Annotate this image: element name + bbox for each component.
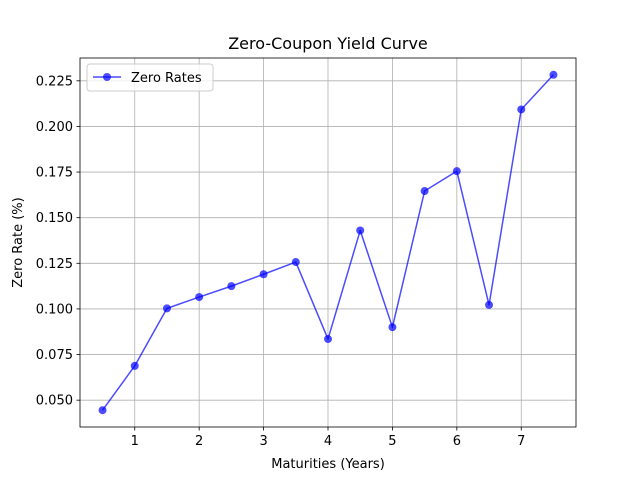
data-point: [98, 406, 107, 415]
data-point: [356, 226, 365, 235]
x-tick-label: 4: [324, 434, 332, 449]
x-tick-label: 1: [131, 434, 139, 449]
data-point: [259, 270, 268, 279]
x-tick-label: 3: [259, 434, 267, 449]
y-axis-label: Zero Rate (%): [11, 197, 26, 288]
data-point: [162, 304, 171, 313]
x-axis-label: Maturities (Years): [271, 457, 385, 472]
y-tick-label: 0.050: [36, 394, 73, 409]
data-point: [195, 293, 204, 302]
data-point: [388, 323, 397, 332]
y-tick-label: 0.175: [36, 166, 73, 181]
y-tick-label: 0.100: [36, 302, 73, 317]
y-tick-label: 0.200: [36, 120, 73, 135]
y-tick-label: 0.075: [36, 348, 73, 363]
data-point: [227, 282, 236, 291]
series-layer: [98, 70, 558, 415]
plot-area-frame: [79, 57, 577, 428]
x-tick-label: 5: [388, 434, 396, 449]
data-point: [291, 258, 300, 267]
y-tick-label: 0.125: [36, 257, 73, 272]
y-tick-label: 0.150: [36, 211, 73, 226]
legend-marker-swatch: [103, 73, 111, 81]
legend-label: Zero Rates: [131, 71, 202, 86]
data-point: [485, 300, 494, 309]
data-point: [452, 167, 461, 176]
data-point: [549, 70, 558, 79]
data-point: [517, 105, 526, 114]
legend: Zero Rates: [86, 63, 214, 92]
data-point: [130, 361, 139, 370]
data-point: [324, 335, 332, 344]
axis-ticks: 1 2 3 4 5 6 7 0.050 0.075 0.100 0.125 0.150 0.175 0.2…: [36, 74, 526, 449]
legend-box: [86, 63, 214, 92]
x-tick-label: 6: [453, 434, 461, 449]
data-point: [420, 187, 429, 196]
y-tick-label: 0.225: [36, 74, 73, 89]
chart-title: Zero-Coupon Yield Curve: [228, 34, 428, 53]
x-tick-label: 2: [195, 434, 203, 449]
grid: [80, 58, 576, 427]
x-tick-label: 7: [517, 434, 525, 449]
